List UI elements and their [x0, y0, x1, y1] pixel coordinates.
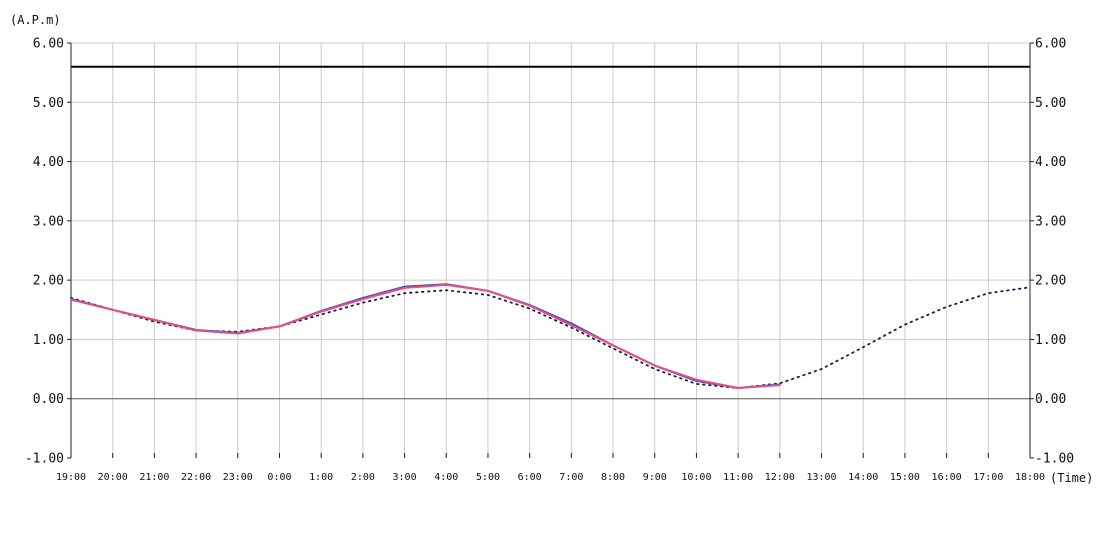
reference-lines [71, 65, 1030, 400]
x-tick-label: 11:00 [723, 472, 753, 483]
x-tick-label: 16:00 [932, 472, 962, 483]
x-tick-label: 20:00 [98, 472, 128, 483]
x-tick-label: 2:00 [351, 472, 375, 483]
y-tick-label-right: 0.00 [1035, 392, 1066, 407]
grid [71, 42, 1030, 458]
x-tick-label: 14:00 [848, 472, 878, 483]
y-tick-labels-left: 6.00 5.00 4.00 3.00 2.00 1.00 0.00 -1.00 [25, 37, 64, 467]
series-line-dotted [70, 286, 1031, 389]
y-tick-label-right: 5.00 [1035, 96, 1066, 111]
y-tick-label-right: 1.00 [1035, 333, 1066, 348]
x-tick-label: 10:00 [681, 472, 711, 483]
y-tick-label-right: 2.00 [1035, 274, 1066, 289]
x-tick-label: 7:00 [559, 472, 583, 483]
x-tick-label: 8:00 [601, 472, 625, 483]
x-axis-label: (Time) [1050, 471, 1093, 485]
x-tick-label: 12:00 [765, 472, 795, 483]
y-axis-label: (A.P.m) [10, 13, 61, 27]
x-tick-label: 13:00 [806, 472, 836, 483]
y-tick-label-left: 0.00 [33, 392, 64, 407]
x-tick-label: 17:00 [973, 472, 1003, 483]
x-tick-label: 5:00 [476, 472, 500, 483]
x-tick-label: 9:00 [643, 472, 667, 483]
y-tick-label-left: 4.00 [33, 155, 64, 170]
y-tick-label-left: 6.00 [33, 37, 64, 52]
y-tick-label-right: 6.00 [1035, 37, 1066, 52]
x-tick-label: 19:00 [56, 472, 86, 483]
y-tick-label-left: -1.00 [25, 452, 64, 467]
y-tick-label-left: 3.00 [33, 214, 64, 229]
y-tick-label-left: 5.00 [33, 96, 64, 111]
series-line-solid [70, 283, 781, 390]
y-tick-label-right: 4.00 [1035, 155, 1066, 170]
x-tick-labels: 19:00 20:00 21:00 22:00 23:00 0:00 1:00 2:00 3:0… [56, 472, 1045, 483]
y-tick-label-left: 1.00 [33, 333, 64, 348]
y-tick-label-right: 3.00 [1035, 214, 1066, 229]
x-tick-label: 23:00 [223, 472, 253, 483]
x-tick-label: 21:00 [139, 472, 169, 483]
axes [67, 42, 1034, 459]
series-lines [70, 283, 1031, 390]
y-tick-label-right: -1.00 [1035, 452, 1074, 467]
x-tick-label: 4:00 [434, 472, 458, 483]
x-tick-label: 18:00 [1015, 472, 1045, 483]
y-tick-labels-right: 6.00 5.00 4.00 3.00 2.00 1.00 0.00 -1.00 [1035, 37, 1074, 467]
x-tick-label: 1:00 [309, 472, 333, 483]
x-tick-label: 3:00 [393, 472, 417, 483]
x-tick-label: 22:00 [181, 472, 211, 483]
y-tick-label-left: 2.00 [33, 274, 64, 289]
x-tick-label: 0:00 [267, 472, 291, 483]
x-tick-label: 15:00 [890, 472, 920, 483]
x-tick-label: 6:00 [518, 472, 542, 483]
